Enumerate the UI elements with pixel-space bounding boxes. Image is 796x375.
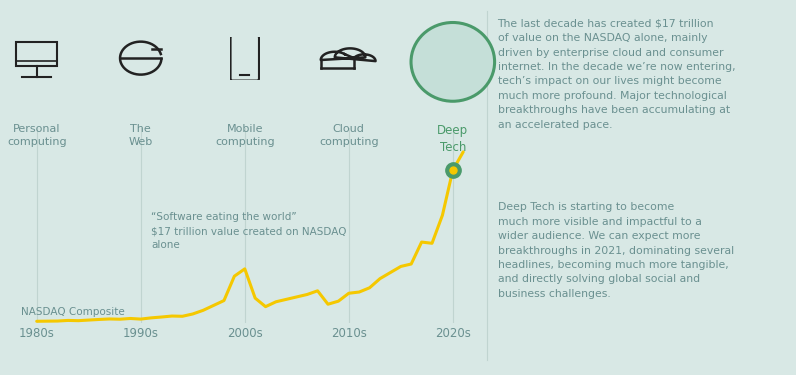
Text: Deep
Tech: Deep Tech bbox=[437, 124, 468, 154]
Text: Mobile
computing: Mobile computing bbox=[215, 124, 275, 147]
Text: The last decade has created $17 trillion
of value on the NASDAQ alone, mainly
dr: The last decade has created $17 trillion… bbox=[498, 19, 736, 129]
Text: Deep Tech is starting to become
much more visible and impactful to a
wider audie: Deep Tech is starting to become much mor… bbox=[498, 202, 734, 299]
Text: The
Web: The Web bbox=[129, 124, 153, 147]
Text: NASDAQ Composite: NASDAQ Composite bbox=[21, 307, 125, 317]
Text: Personal
computing: Personal computing bbox=[7, 124, 67, 147]
Text: “Software eating the world”
$17 trillion value created on NASDAQ
alone: “Software eating the world” $17 trillion… bbox=[151, 212, 346, 250]
Text: Cloud
computing: Cloud computing bbox=[319, 124, 379, 147]
